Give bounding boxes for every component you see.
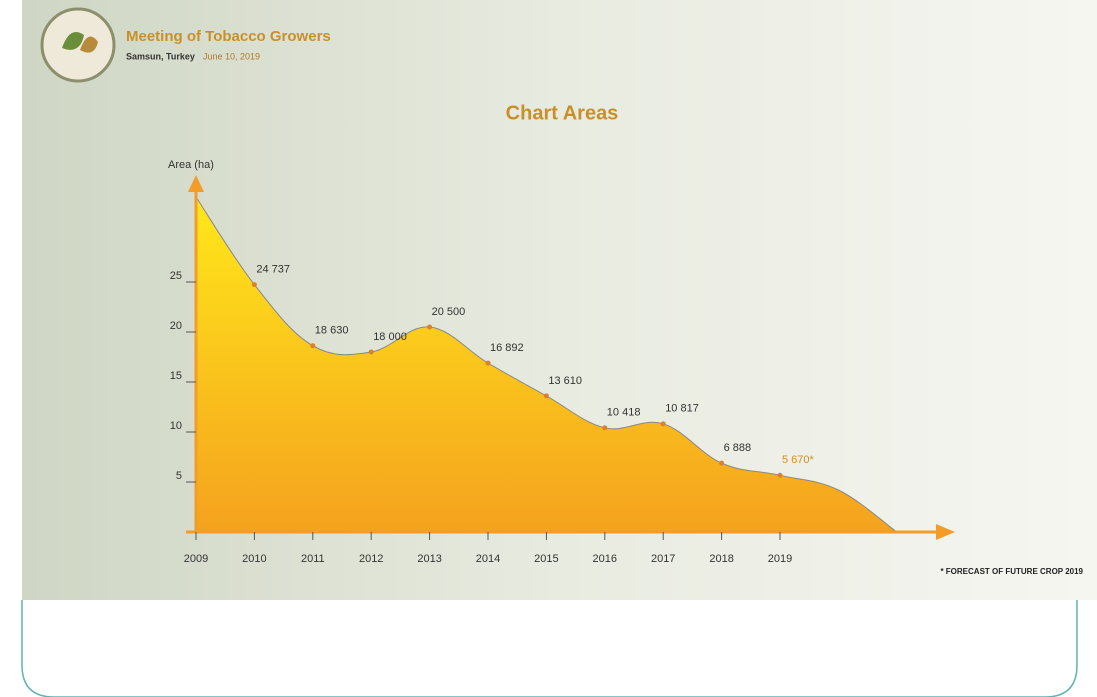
value-label: 5 670* (782, 454, 815, 466)
x-tick-label: 2013 (417, 553, 441, 565)
x-tick-label: 2015 (534, 553, 558, 565)
logo-leaf (80, 36, 98, 53)
data-point (660, 421, 666, 427)
header-date: June 10, 2019 (203, 51, 260, 61)
frame (21, 600, 1078, 697)
data-point (543, 393, 549, 399)
data-point (485, 360, 491, 366)
y-axis-label: Area (ha) (168, 159, 214, 171)
y-tick-label: 20 (170, 320, 182, 332)
x-tick-label: 2016 (593, 553, 617, 565)
value-label: 16 892 (490, 342, 524, 354)
value-label: 10 418 (607, 407, 641, 419)
y-tick-label: 15 (170, 370, 182, 382)
x-tick-label: 2017 (651, 553, 675, 565)
data-point (251, 282, 257, 288)
value-label: 20 500 (432, 306, 466, 318)
data-point (427, 324, 433, 330)
x-tick-label: 2014 (476, 553, 500, 565)
x-tick-label: 2010 (242, 553, 266, 565)
data-point (368, 349, 374, 355)
footnote: * FORECAST OF FUTURE CROP 2019 (940, 567, 1083, 576)
y-tick-label: 5 (176, 470, 182, 482)
y-tick-label: 10 (170, 420, 182, 432)
data-point (602, 425, 608, 431)
value-label: 18 000 (373, 331, 407, 343)
chart-title: Chart Areas (506, 102, 619, 124)
value-label: 13 610 (548, 375, 582, 387)
x-tick-label: 2012 (359, 553, 383, 565)
value-label: 24 737 (256, 264, 290, 276)
y-tick-label: 25 (170, 270, 182, 282)
logo-leaf (62, 31, 84, 50)
header-title: Meeting of Tobacco Growers (126, 28, 331, 45)
value-label: 6 888 (724, 442, 752, 454)
x-axis-arrow (936, 524, 955, 540)
value-label: 18 630 (315, 325, 349, 337)
header-place: Samsun, Turkey (126, 51, 195, 61)
data-point (719, 460, 725, 466)
x-tick-label: 2009 (184, 553, 208, 565)
data-point (777, 472, 783, 478)
y-axis-arrow (188, 175, 204, 192)
data-point (310, 343, 316, 349)
x-tick-label: 2019 (768, 553, 792, 565)
x-tick-label: 2011 (301, 553, 325, 565)
x-tick-label: 2018 (709, 553, 733, 565)
value-label: 10 817 (665, 403, 699, 415)
